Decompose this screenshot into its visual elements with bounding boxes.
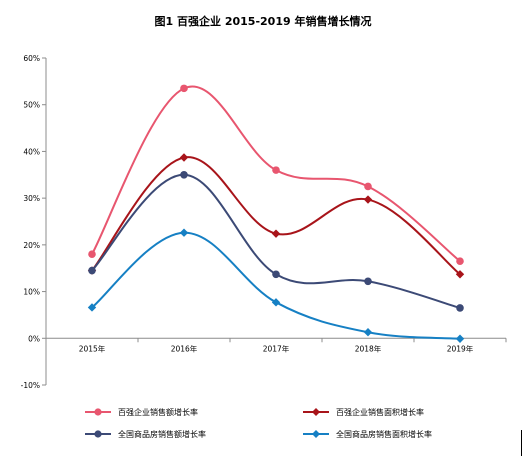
- data-point-series-3: [88, 266, 96, 275]
- y-tick-label: 0%: [28, 334, 40, 343]
- data-point-series-4: [179, 228, 189, 237]
- y-tick-label: 60%: [23, 54, 40, 63]
- legend-swatch-series-2: [303, 408, 329, 416]
- legend-swatch-series-1: [85, 408, 111, 416]
- series-line-4: [91, 231, 461, 340]
- data-point-series-1: [180, 84, 188, 93]
- y-tick-label: 40%: [23, 147, 40, 156]
- data-point-series-1: [272, 166, 280, 174]
- series-line-3: [91, 173, 461, 309]
- legend-label-series-2: 百强企业销售面积增长率: [336, 407, 424, 417]
- y-tick-label: 30%: [23, 194, 40, 203]
- data-point-series-3: [180, 170, 188, 179]
- line-chart: -10% 0% 10% 20% 30% 40% 50% 60% 2015年 2016年 2017年 2…: [21, 54, 507, 390]
- legend-item-series-2: 百强企业销售面积增长率: [302, 404, 424, 420]
- y-tick-label: 10%: [23, 288, 40, 297]
- x-tick-label: 2018年: [355, 343, 382, 353]
- y-tick-label: -10%: [21, 381, 40, 390]
- data-point-series-4: [455, 334, 465, 343]
- x-tick-label: 2017年: [263, 343, 290, 353]
- data-point-series-3: [272, 270, 280, 279]
- data-point-series-1: [364, 182, 372, 191]
- legend-swatch-marker: [94, 408, 102, 416]
- data-point-series-2: [179, 153, 189, 162]
- legend-swatch-marker: [312, 430, 320, 438]
- x-tick-label: 2019年: [447, 343, 474, 353]
- legend-item-series-4: 全国商品房销售面积增长率: [302, 426, 432, 442]
- data-point-series-2: [363, 195, 373, 204]
- chart-legend: 百强企业销售额增长率 百强企业销售面积增长率 全国商品房销售额增长率 全国商品房…: [0, 402, 526, 450]
- data-point-series-1: [88, 250, 96, 258]
- chart-title: 图1 百强企业 2015-2019 年销售增长情况: [154, 15, 372, 28]
- x-tick-label: 2016年: [171, 343, 198, 353]
- legend-label-series-1: 百强企业销售额增长率: [118, 407, 198, 417]
- series-line-2: [91, 156, 461, 276]
- y-tick-label: 20%: [23, 241, 40, 250]
- data-point-series-2: [271, 229, 281, 238]
- frame-edge-line: [521, 430, 522, 456]
- data-point-series-2: [455, 270, 465, 279]
- data-point-series-4: [363, 328, 373, 337]
- legend-item-series-3: 全国商品房销售额增长率: [84, 426, 206, 442]
- data-point-series-4: [87, 303, 97, 312]
- data-point-series-3: [364, 277, 372, 286]
- data-point-series-3: [456, 304, 464, 312]
- data-point-series-1: [456, 257, 464, 266]
- legend-label-series-3: 全国商品房销售额增长率: [118, 429, 206, 439]
- y-tick-label: 50%: [23, 101, 40, 110]
- legend-item-series-1: 百强企业销售额增长率: [84, 404, 198, 420]
- series-line-1: [91, 85, 461, 262]
- legend-swatch-series-4: [303, 430, 329, 438]
- legend-swatch-marker: [312, 408, 320, 416]
- legend-label-series-4: 全国商品房销售面积增长率: [336, 429, 432, 439]
- data-point-series-4: [271, 298, 281, 307]
- legend-swatch-series-3: [85, 430, 111, 438]
- x-tick-label: 2015年: [79, 343, 106, 353]
- legend-swatch-marker: [94, 430, 102, 438]
